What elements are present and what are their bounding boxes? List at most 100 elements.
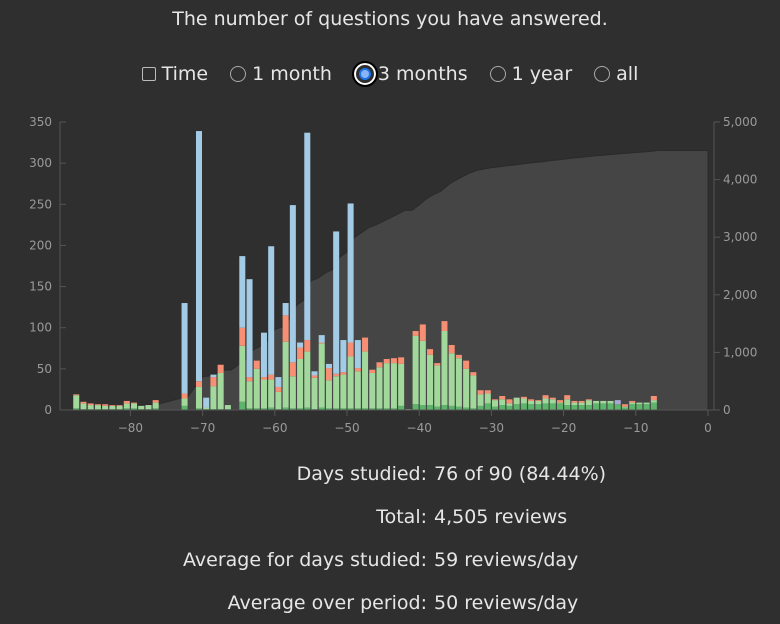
bar-young	[441, 331, 448, 406]
bar-relearn	[427, 349, 434, 355]
bar-relearn	[102, 404, 109, 406]
bar-young	[102, 405, 109, 410]
bar-young	[585, 400, 592, 406]
bar-young	[448, 353, 455, 406]
bar-relearn	[354, 368, 361, 372]
stat-label: Days studied:	[296, 462, 427, 485]
bar-relearn	[195, 381, 202, 387]
bar-young	[390, 363, 397, 409]
bar-young	[275, 391, 282, 410]
bar-mature	[629, 404, 636, 410]
bar-relearn	[434, 363, 441, 366]
bar-young	[535, 400, 542, 405]
radio-icon[interactable]	[594, 66, 611, 82]
bar-mature	[282, 407, 289, 410]
bar-relearn	[477, 390, 484, 395]
bar-young	[354, 371, 361, 409]
bar-relearn	[362, 337, 369, 352]
y-tick-label-left: 50	[37, 362, 52, 376]
bar-mature	[325, 408, 332, 410]
bar-mature	[427, 405, 434, 410]
x-tick-label: −40	[407, 421, 432, 435]
bar-learn	[268, 246, 275, 375]
bar-relearn	[217, 364, 224, 373]
radio-icon[interactable]	[489, 66, 506, 82]
bar-young	[87, 405, 94, 410]
stat-total: Total: 4,505 reviews	[0, 495, 780, 538]
bar-relearn	[492, 399, 499, 401]
bar-mature	[362, 408, 369, 410]
bar-relearn	[109, 405, 116, 406]
bar-mature	[304, 407, 311, 410]
bar-relearn	[528, 399, 535, 401]
bar-mature	[455, 406, 462, 410]
bar-young	[73, 395, 80, 409]
bar-relearn	[340, 372, 347, 375]
checkbox-icon[interactable]	[141, 67, 156, 81]
bar-relearn	[297, 347, 304, 359]
bar-relearn	[463, 360, 470, 369]
bar-young	[224, 405, 231, 410]
bar-mature	[297, 408, 304, 410]
bar-young	[607, 400, 614, 404]
stats-table: Days studied: 76 of 90 (84.44%) Total: 4,5…	[0, 452, 780, 624]
time-label: Time	[161, 63, 209, 85]
bar-young	[513, 397, 520, 405]
radio-all[interactable]: all	[594, 63, 638, 85]
bar-young	[506, 403, 513, 406]
bar-relearn	[94, 404, 101, 406]
bar-young	[650, 400, 657, 403]
bar-young	[333, 376, 340, 409]
bar-learn	[203, 397, 210, 408]
radio-icon[interactable]	[230, 66, 247, 82]
radio-1-year[interactable]: 1 year	[489, 63, 572, 85]
bar-young	[492, 400, 499, 407]
bar-relearn	[304, 340, 311, 352]
bar-young	[643, 402, 650, 405]
bar-young	[564, 399, 571, 406]
bar-mature	[513, 404, 520, 410]
bar-learn	[260, 332, 267, 378]
radio-1-month[interactable]: 1 month	[230, 63, 332, 85]
bar-mature	[390, 408, 397, 410]
bar-young	[419, 340, 426, 406]
bar-young	[181, 398, 188, 406]
bar-relearn	[556, 400, 563, 403]
bar-relearn	[73, 394, 80, 396]
bar-mature	[556, 403, 563, 410]
bar-young	[369, 372, 376, 409]
bar-relearn	[564, 395, 571, 400]
bar-relearn	[621, 404, 628, 407]
bar-mature	[477, 405, 484, 410]
bar-young	[253, 368, 260, 409]
chart-title: The number of questions you have answere…	[172, 8, 608, 30]
bar-relearn	[325, 368, 332, 381]
bar-relearn	[390, 358, 397, 364]
bar-learn	[210, 374, 217, 378]
bar-relearn	[260, 377, 267, 380]
bar-learn	[289, 205, 296, 363]
bar-mature	[492, 406, 499, 410]
bar-mature	[621, 407, 628, 410]
x-tick-label: 0	[704, 421, 712, 435]
bar-young	[210, 386, 217, 410]
bar-young	[131, 403, 138, 409]
bar-mature	[434, 406, 441, 410]
time-checkbox[interactable]: Time	[141, 63, 209, 85]
bar-young	[304, 351, 311, 408]
stat-label: Average over period:	[227, 591, 427, 614]
bar-young	[123, 403, 130, 409]
y-tick-label-right: 4,000	[723, 173, 757, 187]
bar-young	[571, 402, 578, 406]
bar-relearn	[535, 400, 542, 401]
bar-mature	[448, 405, 455, 410]
bar-mature	[73, 408, 80, 410]
radio-3-months[interactable]: 3 months	[351, 61, 468, 87]
y-tick-label-right: 1,000	[723, 345, 757, 359]
bar-young	[195, 386, 202, 409]
bar-mature	[549, 403, 556, 410]
bar-learn	[311, 371, 318, 376]
y-tick-label-right: 0	[723, 403, 731, 417]
bar-mature	[636, 404, 643, 410]
radio-selected-icon[interactable]	[351, 61, 378, 87]
